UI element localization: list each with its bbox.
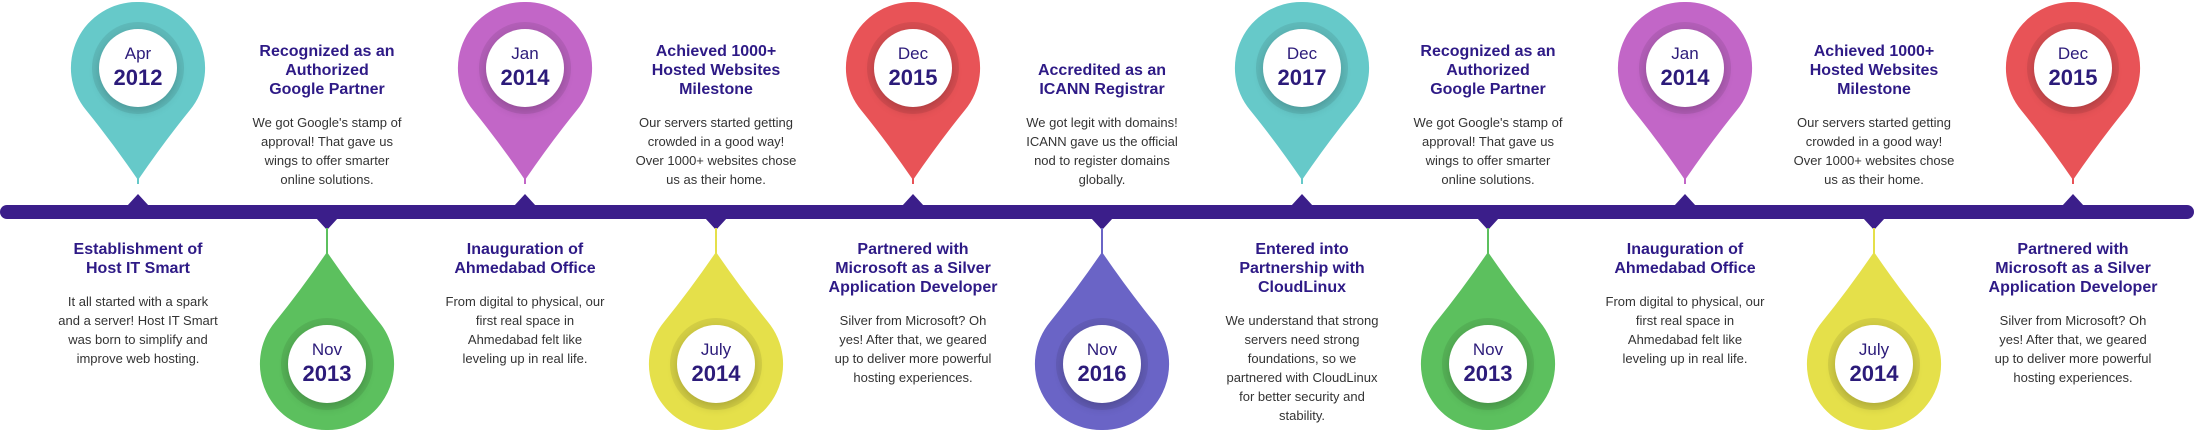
milestone-description: Our servers started getting crowded in a… <box>1793 115 1955 187</box>
timeline-marker <box>1674 194 1696 206</box>
pin-date: Dec 2015 <box>2034 29 2112 107</box>
milestone-month: Dec <box>1286 44 1318 63</box>
pin-stem <box>1487 228 1489 262</box>
milestone-year: 2012 <box>113 65 163 90</box>
milestone-pin: Dec 2015 <box>845 1 981 180</box>
milestone-month: Nov <box>311 340 343 359</box>
timeline-marker <box>2062 194 2084 206</box>
milestone-title: Inauguration of Ahmedabad Office <box>1614 241 1756 277</box>
pin-stem <box>137 150 139 184</box>
milestone-month: Nov <box>1472 340 1504 359</box>
milestone-pin: July 2014 <box>648 252 784 431</box>
milestone-title: Entered into Partnership with CloudLinux <box>1239 241 1365 296</box>
timeline-bar <box>0 205 2194 219</box>
pin-date: Dec 2017 <box>1263 29 1341 107</box>
milestone-description: Silver from Microsoft? Oh yes! After tha… <box>1994 313 2152 385</box>
milestone-title: Accredited as an ICANN Registrar <box>1037 62 1167 98</box>
timeline-marker <box>1291 194 1313 206</box>
milestone-description: We understand that strong servers need s… <box>1225 313 1379 423</box>
milestone-year: 2013 <box>1463 361 1513 386</box>
milestone-pin: Nov 2013 <box>1420 252 1556 431</box>
pin-stem <box>1684 150 1686 184</box>
milestone-year: 2014 <box>691 361 741 386</box>
timeline-marker <box>127 194 149 206</box>
milestone-description: From digital to physical, our first real… <box>1605 294 1765 366</box>
milestone-title: Partnered with Microsoft as a Silver App… <box>1988 241 2158 296</box>
milestone-pin: Jan 2014 <box>457 1 593 180</box>
milestone-pin: Nov 2013 <box>259 252 395 431</box>
pin-stem <box>1101 228 1103 262</box>
timeline-marker <box>1863 218 1885 230</box>
pin-date: Dec 2015 <box>874 29 952 107</box>
milestone-pin: Jan 2014 <box>1617 1 1753 180</box>
milestone-month: July <box>700 340 732 359</box>
timeline-marker <box>514 194 536 206</box>
milestone-title: Establishment of Host IT Smart <box>73 241 203 277</box>
milestone-pin: Nov 2016 <box>1034 252 1170 431</box>
milestone-pin: Dec 2015 <box>2005 1 2141 180</box>
timeline-marker <box>316 218 338 230</box>
pin-stem <box>524 150 526 184</box>
milestone-description: We got Google's stamp of approval! That … <box>1413 115 1563 187</box>
milestone-title: Achieved 1000+ Hosted Websites Milestone <box>651 43 781 98</box>
pin-date: Jan 2014 <box>1646 29 1724 107</box>
milestone-title: Inauguration of Ahmedabad Office <box>454 241 596 277</box>
pin-date: Nov 2016 <box>1063 325 1141 403</box>
milestone-year: 2015 <box>888 65 938 90</box>
milestone-pin: Dec 2017 <box>1234 1 1370 180</box>
milestone-year: 2014 <box>500 65 550 90</box>
milestone-description: Our servers started getting crowded in a… <box>635 115 797 187</box>
timeline-marker <box>1091 218 1113 230</box>
pin-date: July 2014 <box>677 325 755 403</box>
pin-stem <box>326 228 328 262</box>
pin-stem <box>1301 150 1303 184</box>
milestone-year: 2014 <box>1849 361 1899 386</box>
milestone-month: Jan <box>511 44 539 63</box>
milestone-year: 2013 <box>302 361 352 386</box>
milestone-year: 2014 <box>1660 65 1710 90</box>
pin-date: Apr 2012 <box>99 29 177 107</box>
milestone-year: 2015 <box>2048 65 2098 90</box>
timeline-marker <box>1477 218 1499 230</box>
milestone-month: Nov <box>1086 340 1118 359</box>
milestone-year: 2017 <box>1277 65 1327 90</box>
milestone-month: Apr <box>124 44 152 63</box>
milestone-month: Dec <box>897 44 929 63</box>
milestone-description: It all started with a spark and a server… <box>58 294 218 366</box>
milestone-title: Partnered with Microsoft as a Silver App… <box>828 241 998 296</box>
milestone-description: Silver from Microsoft? Oh yes! After tha… <box>834 313 992 385</box>
milestone-pin: Apr 2012 <box>70 1 206 180</box>
pin-date: July 2014 <box>1835 325 1913 403</box>
milestone-title: Recognized as an Authorized Google Partn… <box>1420 43 1556 98</box>
milestone-title: Achieved 1000+ Hosted Websites Milestone <box>1809 43 1939 98</box>
pin-date: Nov 2013 <box>288 325 366 403</box>
timeline-marker <box>902 194 924 206</box>
milestone-pin: July 2014 <box>1806 252 1942 431</box>
milestone-description: From digital to physical, our first real… <box>445 294 605 366</box>
pin-date: Nov 2013 <box>1449 325 1527 403</box>
milestone-title: Recognized as an Authorized Google Partn… <box>259 43 395 98</box>
milestone-month: July <box>1858 340 1890 359</box>
pin-stem <box>912 150 914 184</box>
pin-stem <box>1873 228 1875 262</box>
timeline-marker <box>705 218 727 230</box>
milestone-description: We got Google's stamp of approval! That … <box>252 115 402 187</box>
pin-stem <box>715 228 717 262</box>
milestone-month: Jan <box>1671 44 1699 63</box>
milestone-description: We got legit with domains! ICANN gave us… <box>1026 115 1178 187</box>
milestone-month: Dec <box>2057 44 2089 63</box>
pin-date: Jan 2014 <box>486 29 564 107</box>
pin-stem <box>2072 150 2074 184</box>
milestone-year: 2016 <box>1077 361 1127 386</box>
